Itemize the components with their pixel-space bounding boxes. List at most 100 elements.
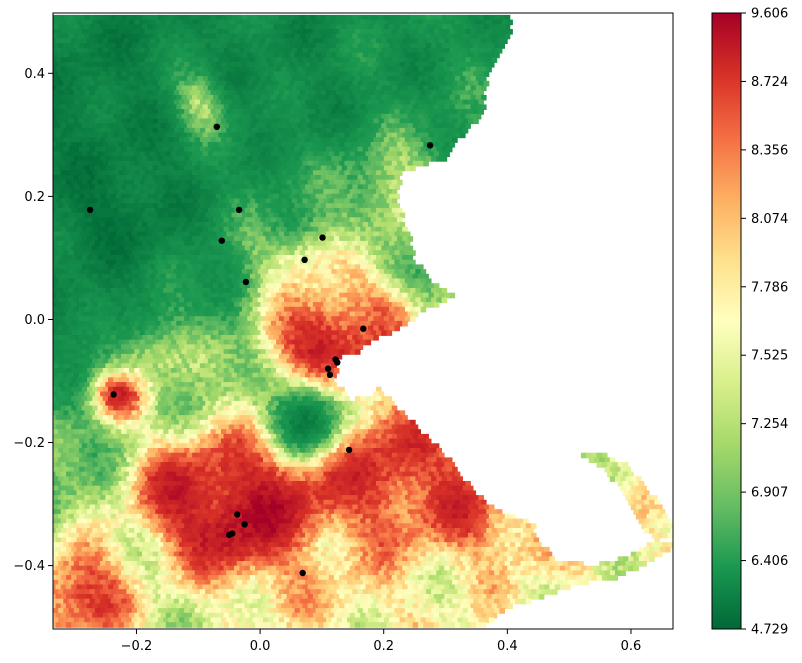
heatmap-cell — [118, 142, 125, 148]
heatmap-cell — [186, 226, 193, 233]
heatmap-cell — [144, 170, 151, 176]
heatmap-cell — [223, 189, 230, 195]
heatmap-cell — [265, 38, 272, 44]
heatmap-cell — [465, 104, 471, 110]
heatmap-cell — [349, 76, 356, 82]
heatmap-cell — [53, 104, 56, 110]
heatmap-cell — [320, 90, 327, 96]
heatmap-cell — [118, 76, 125, 82]
heatmap-cell — [307, 292, 314, 299]
heatmap-cell — [87, 311, 93, 318]
heatmap-cell — [336, 62, 343, 68]
heatmap-cell — [457, 14, 463, 21]
heatmap-cell — [189, 269, 195, 275]
heatmap-cell — [428, 302, 435, 308]
heatmap-cell — [370, 29, 377, 35]
heatmap-cell — [160, 85, 167, 92]
heatmap-cell — [347, 80, 353, 87]
heatmap-cell — [123, 94, 130, 101]
heatmap-cell — [157, 146, 164, 153]
heatmap-cell — [102, 85, 109, 92]
heatmap-cell — [113, 123, 119, 129]
heatmap-cell — [284, 80, 290, 87]
heatmap-cell — [420, 137, 427, 143]
heatmap-cell — [320, 231, 327, 238]
heatmap-cell — [100, 156, 106, 162]
heatmap-cell — [139, 207, 146, 214]
heatmap-cell — [171, 132, 177, 139]
heatmap-cell — [491, 29, 498, 35]
heatmap-cell — [365, 132, 372, 139]
heatmap-cell — [320, 71, 327, 77]
heatmap-cell — [446, 71, 453, 77]
heatmap-cell — [73, 175, 80, 181]
heatmap-cell — [155, 151, 161, 157]
heatmap-cell — [454, 57, 461, 63]
heatmap-cell — [121, 165, 127, 172]
heatmap-cell — [276, 66, 282, 73]
heatmap-cell — [58, 62, 64, 68]
heatmap-cell — [152, 231, 159, 238]
heatmap-cell — [265, 311, 272, 318]
heatmap-cell — [199, 288, 206, 294]
heatmap-cell — [247, 118, 253, 125]
heatmap-cell — [341, 33, 348, 40]
heatmap-cell — [115, 90, 122, 96]
heatmap-cell — [218, 179, 224, 186]
heatmap-cell — [412, 113, 419, 120]
heatmap-cell — [315, 231, 322, 238]
heatmap-cell — [247, 250, 253, 256]
heatmap-cell — [136, 203, 143, 209]
heatmap-cell — [176, 320, 182, 327]
heatmap-cell — [97, 132, 104, 139]
heatmap-cell — [73, 306, 80, 313]
heatmap-cell — [386, 142, 393, 148]
heatmap-cell — [354, 226, 361, 233]
heatmap-cell — [249, 255, 256, 261]
heatmap-cell — [192, 94, 198, 101]
heatmap-cell — [105, 259, 111, 266]
heatmap-cell — [284, 127, 290, 134]
heatmap-cell — [344, 226, 350, 233]
heatmap-cell — [231, 259, 238, 266]
heatmap-cell — [397, 38, 403, 44]
heatmap-cell — [481, 38, 487, 44]
heatmap-cell — [318, 302, 324, 308]
heatmap-cell — [333, 104, 340, 110]
heatmap-cell — [386, 66, 393, 73]
heatmap-cell — [486, 38, 492, 44]
heatmap-cell — [202, 226, 209, 233]
heatmap-cell — [192, 189, 198, 195]
heatmap-cell — [328, 123, 335, 129]
heatmap-cell — [152, 269, 159, 275]
heatmap-cell — [178, 269, 185, 275]
heatmap-cell — [218, 94, 224, 101]
heatmap-cell — [362, 269, 369, 275]
heatmap-cell — [58, 33, 64, 40]
heatmap-cell — [205, 99, 211, 106]
heatmap-cell — [265, 255, 272, 261]
heatmap-cell — [281, 179, 287, 186]
heatmap-cell — [189, 24, 195, 30]
heatmap-cell — [299, 14, 306, 21]
heatmap-cell — [465, 123, 471, 129]
heatmap-cell — [344, 76, 350, 82]
heatmap-cell — [105, 137, 111, 143]
heatmap-cell — [244, 47, 251, 54]
heatmap-cell — [281, 132, 287, 139]
heatmap-cell — [462, 33, 469, 40]
heatmap-cell — [318, 123, 324, 129]
heatmap-cell — [276, 320, 282, 327]
heatmap-cell — [341, 62, 348, 68]
heatmap-cell — [242, 184, 248, 190]
heatmap-cell — [89, 306, 96, 313]
heatmap-cell — [181, 47, 188, 54]
heatmap-cell — [376, 142, 382, 148]
heatmap-cell — [496, 38, 503, 44]
heatmap-cell — [92, 76, 98, 82]
heatmap-cell — [102, 226, 109, 233]
heatmap-cell — [315, 175, 322, 181]
heatmap-cell — [63, 137, 69, 143]
heatmap-cell — [378, 90, 385, 96]
heatmap-cell — [221, 222, 227, 228]
